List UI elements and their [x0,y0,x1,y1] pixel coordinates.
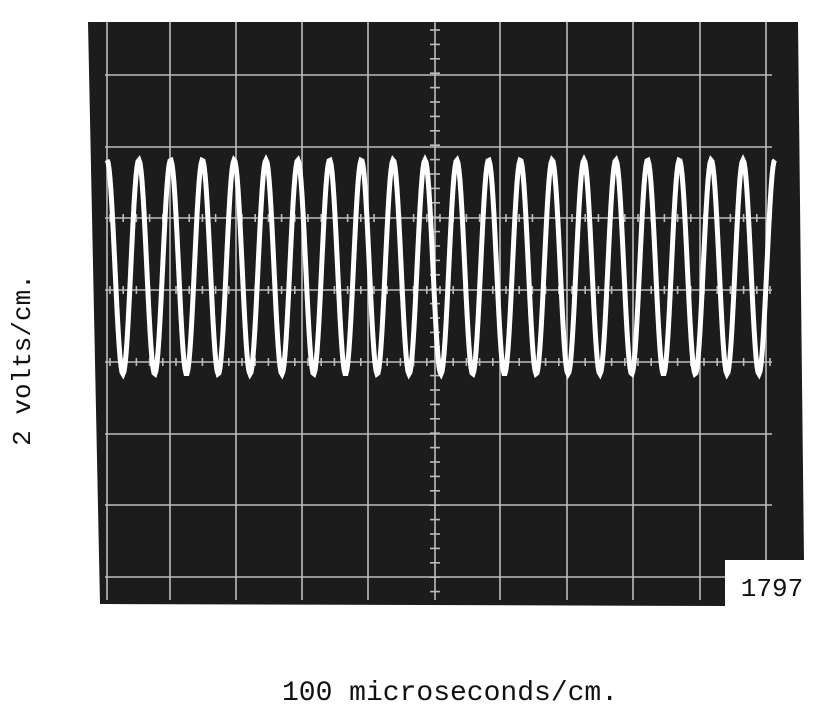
figure: 1797 2 volts/cm. 100 microseconds/cm. [0,0,818,711]
figure-number: 1797 [741,574,803,604]
page: 1797 2 volts/cm. 100 microseconds/cm. ((… [0,0,818,711]
x-axis-label: 100 microseconds/cm. [282,678,618,709]
y-axis-label: 2 volts/cm. [8,274,38,446]
